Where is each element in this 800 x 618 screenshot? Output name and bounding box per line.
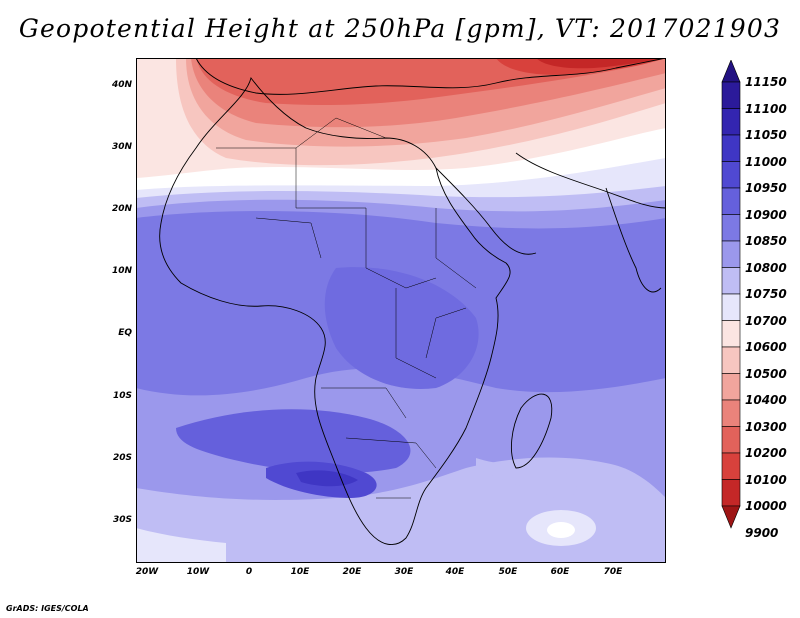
colorbar-label: 11100: [745, 101, 787, 116]
lat-label-20s: 20S: [112, 453, 132, 463]
colorbar-box: [721, 373, 741, 401]
map-panel: [136, 58, 666, 563]
colorbar-box: [721, 426, 741, 454]
colorbar-label: 11000: [745, 154, 787, 169]
geopotential-map: [136, 58, 666, 563]
colorbar-label: 9900: [745, 525, 779, 540]
lon-label-70e: 70E: [603, 567, 623, 577]
colorbar-box: [721, 240, 741, 268]
lon-label-50e: 50E: [498, 567, 518, 577]
lon-label-40e: 40E: [445, 567, 465, 577]
grads-credit: GrADS: IGES/COLA: [6, 604, 89, 613]
colorbar-box: [721, 293, 741, 321]
mediterranean-coastline: [195, 58, 666, 95]
colorbar-label: 10800: [745, 260, 787, 275]
colorbar-label: 10500: [745, 366, 787, 381]
contour-10000: [536, 58, 666, 69]
colorbar-box: [721, 161, 741, 189]
contour-10750-sw: [136, 528, 226, 563]
colorbar-top-arrow: [721, 60, 741, 83]
coastlines: [159, 58, 666, 545]
lat-label-20n: 20N: [111, 204, 132, 214]
colorbar-box: [721, 267, 741, 295]
colorbar-box: [721, 108, 741, 136]
colorbar-box: [721, 81, 741, 109]
lat-label-eq: EQ: [118, 328, 132, 338]
colorbar-box: [721, 214, 741, 242]
colorbar-label: 10750: [745, 287, 787, 301]
colorbar-box: [721, 134, 741, 162]
colorbar-bottom-arrow: [721, 505, 741, 529]
colorbar-label: 10700: [745, 313, 787, 328]
contour-10800-east: [476, 458, 577, 499]
colorbar-box: [721, 187, 741, 215]
colorbar-label: 10600: [745, 340, 787, 354]
colorbar-box: [721, 320, 741, 348]
arabia-coastline: [515, 152, 666, 209]
lat-label-30n: 30N: [111, 142, 132, 152]
colorbar-label: 10200: [745, 446, 787, 460]
colorbar-label: 11150: [745, 75, 787, 89]
lon-label-10w: 10W: [186, 567, 210, 577]
india-coastline: [605, 187, 662, 293]
contour-10900: [176, 409, 411, 474]
madagascar-coastline: [511, 393, 553, 469]
colorbar-label: 10000: [745, 499, 787, 513]
lat-label-40n: 40N: [111, 80, 132, 90]
lon-label-60e: 60E: [550, 567, 570, 577]
map-title: Geopotential Height at 250hPa [gpm], VT:…: [18, 14, 782, 43]
lat-label-10n: 10N: [111, 266, 132, 276]
lat-label-10s: 10S: [112, 391, 132, 401]
colorbar-box: [721, 479, 741, 507]
lon-label-10e: 10E: [290, 567, 310, 577]
country-borders: [216, 117, 477, 499]
colorbar-box: [721, 399, 741, 427]
contour-10700-se: [547, 522, 575, 538]
colorbar-label: 10300: [745, 419, 787, 434]
colorbar: [721, 60, 741, 529]
lon-label-20e: 20E: [342, 567, 362, 577]
colorbar-label: 10100: [745, 472, 787, 487]
colorbar-label: 10900: [745, 207, 787, 222]
colorbar-box: [721, 452, 741, 480]
colorbar-label: 10850: [745, 234, 787, 248]
lon-label-20w: 20W: [135, 567, 159, 577]
colorbar-label: 11050: [745, 128, 787, 142]
colorbar-label: 10950: [745, 181, 787, 195]
red-sea-coastline: [435, 167, 537, 255]
map-border: [136, 58, 666, 563]
contour-central-high: [324, 267, 479, 389]
lon-label-0: 0: [245, 567, 253, 577]
lon-label-30e: 30E: [394, 567, 414, 577]
colorbar-label: 10400: [745, 393, 787, 407]
colorbar-box: [721, 346, 741, 374]
lat-label-30s: 30S: [112, 515, 132, 525]
